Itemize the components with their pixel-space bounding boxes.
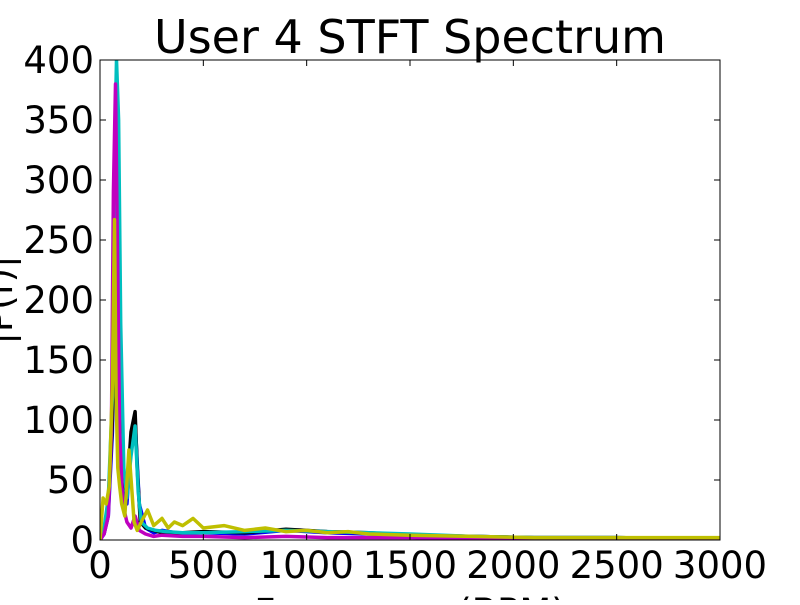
y-tick-label: 150 xyxy=(23,339,94,382)
x-tick-label: 2500 xyxy=(570,544,664,587)
x-tick-label: 2000 xyxy=(466,544,560,587)
x-axis-label: Frequency (BPM) xyxy=(254,591,565,600)
chart-title: User 4 STFT Spectrum xyxy=(154,10,666,64)
y-axis-label: |P(f)| xyxy=(0,255,21,344)
y-tick-label: 400 xyxy=(23,39,94,82)
y-tick-label: 0 xyxy=(70,519,94,562)
ticks-layer: 0 500 1000 1500 2000 2500 3000 0 50 100 150 200 250 3… xyxy=(23,39,767,587)
y-tick-label: 350 xyxy=(23,99,94,142)
y-tick-label: 250 xyxy=(23,219,94,262)
series-layer xyxy=(100,60,720,540)
x-tick-label: 500 xyxy=(168,544,239,587)
y-tick-label: 50 xyxy=(47,459,94,502)
y-tick-label: 200 xyxy=(23,279,94,322)
series-line-5 xyxy=(100,217,720,540)
x-tick-label: 1500 xyxy=(363,544,457,587)
x-tick-label: 0 xyxy=(88,544,112,587)
series-line-4 xyxy=(100,82,720,540)
x-tick-label: 1000 xyxy=(260,544,354,587)
x-tick-label: 3000 xyxy=(673,544,767,587)
plot-area xyxy=(100,60,720,540)
y-tick-label: 300 xyxy=(23,159,94,202)
y-tick-label: 100 xyxy=(23,399,94,442)
